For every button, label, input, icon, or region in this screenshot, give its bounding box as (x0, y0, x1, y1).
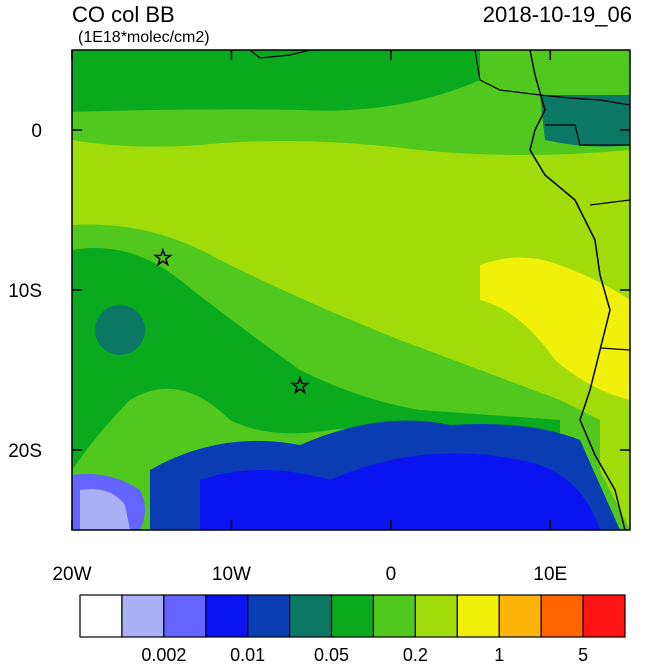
colorbar-label: 0.05 (314, 645, 349, 665)
colorbar-box (372, 594, 416, 638)
title: CO col BB (72, 2, 175, 27)
colorbar-box (414, 594, 458, 638)
colorbar-box (163, 594, 207, 638)
markers (153, 247, 310, 395)
y-tick-label: 0 (31, 121, 42, 142)
colorbar-box (498, 594, 542, 638)
colorbar-label: 0.2 (403, 645, 428, 665)
colorbar-box (247, 594, 291, 638)
colorbar-label: 0.002 (141, 645, 186, 665)
colorbar-box (121, 594, 165, 638)
x-tick-label: 10W (212, 564, 251, 585)
map-field (72, 50, 630, 530)
y-tick-label: 20S (8, 441, 42, 462)
colorbar-box (540, 594, 584, 638)
y-tick-label: 10S (8, 281, 42, 302)
date: 2018-10-19_06 (483, 2, 632, 27)
colorbar-label: 5 (578, 645, 588, 665)
colorbar-box (330, 594, 375, 638)
colorbar: 0.002 0.01 0.05 0.2 1 5 (79, 594, 626, 665)
star-marker (153, 247, 173, 267)
subtitle: (1E18*molec/cm2) (78, 29, 210, 46)
colorbar-box (79, 594, 123, 638)
x-tick-label: 20W (52, 564, 91, 585)
colorbar-label: 0.01 (230, 645, 265, 665)
colorbar-box (205, 594, 249, 638)
colorbar-label: 1 (494, 645, 504, 665)
star-marker (290, 375, 310, 395)
colorbar-box (582, 594, 626, 638)
colorbar-box (289, 594, 333, 638)
x-tick-label: 10E (533, 564, 567, 585)
axes: 20W 10W 0 10E 0 10S 20S (8, 50, 630, 585)
colorbar-box (456, 594, 500, 638)
x-tick-label: 0 (386, 564, 397, 585)
